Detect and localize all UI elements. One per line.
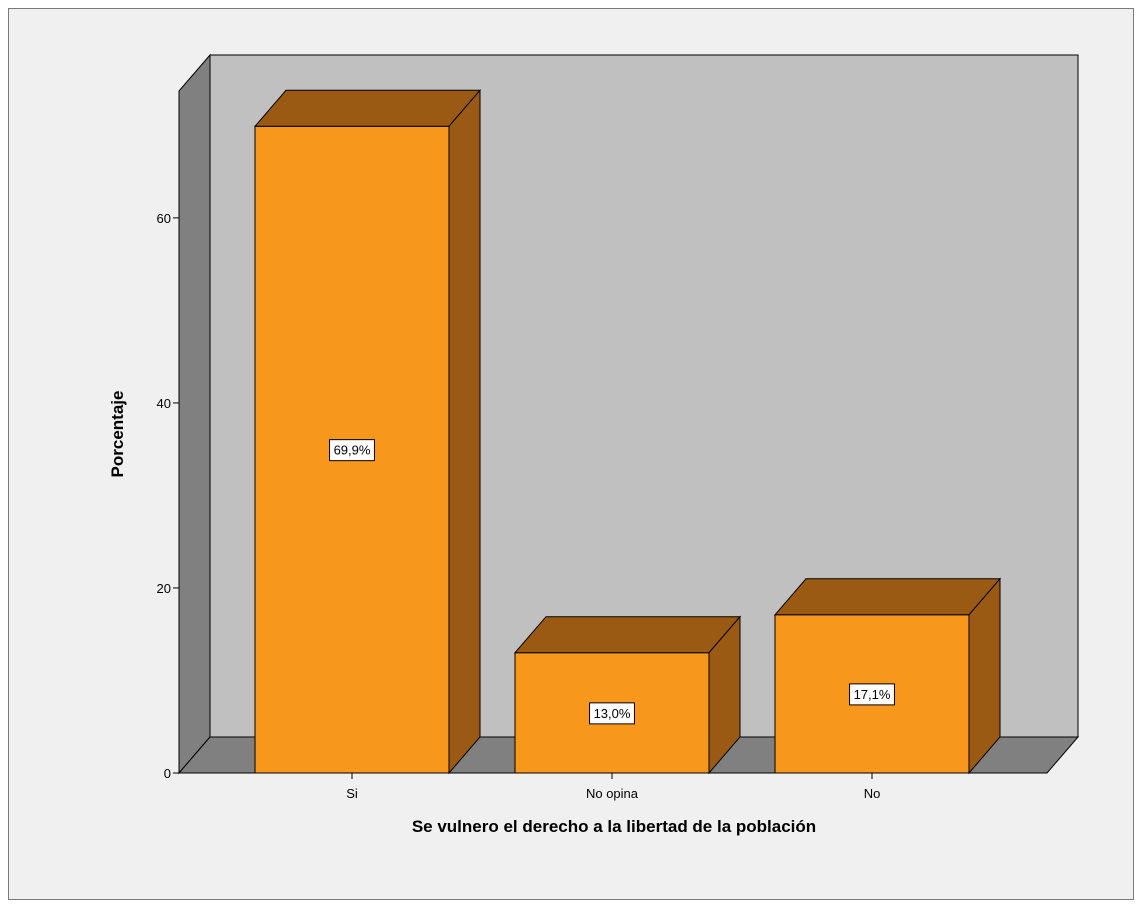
x-tick-label: No	[864, 786, 881, 801]
bar-top	[773, 578, 1002, 616]
y-tick-label: 60	[157, 211, 171, 226]
x-axis-title: Se vulnero el derecho a la libertad de l…	[412, 817, 816, 836]
data-label-text: 17,1%	[854, 687, 891, 702]
y-axis-title: Porcentaje	[108, 391, 127, 478]
y-tick-label: 0	[164, 766, 171, 781]
y-tick-label: 40	[157, 396, 171, 411]
data-label-text: 13,0%	[594, 706, 631, 721]
data-label-box	[329, 439, 375, 462]
bar-top	[253, 89, 482, 127]
data-label-box	[849, 683, 895, 706]
bar-side	[448, 88, 481, 775]
data-label: 69,9%	[329, 439, 375, 462]
data-label-text: 69,9%	[334, 443, 371, 458]
chart-frame: 0 20 40 60 Si 69,9% No opina 13,0% No 17,1% Porc…	[8, 8, 1134, 900]
x-tick-label: Si	[346, 786, 358, 801]
y-tick-label: 20	[157, 581, 171, 596]
bar-side	[708, 615, 741, 775]
side-wall	[178, 53, 211, 775]
bar-side	[968, 577, 1001, 775]
data-label: 13,0%	[589, 702, 635, 725]
bar-chart: 0 20 40 60 Si 69,9% No opina 13,0% No 17,1% Porc…	[108, 53, 1080, 836]
data-label-box	[589, 702, 635, 725]
bar-top	[513, 616, 742, 654]
data-label: 17,1%	[849, 683, 895, 706]
x-tick-label: No opina	[586, 786, 639, 801]
